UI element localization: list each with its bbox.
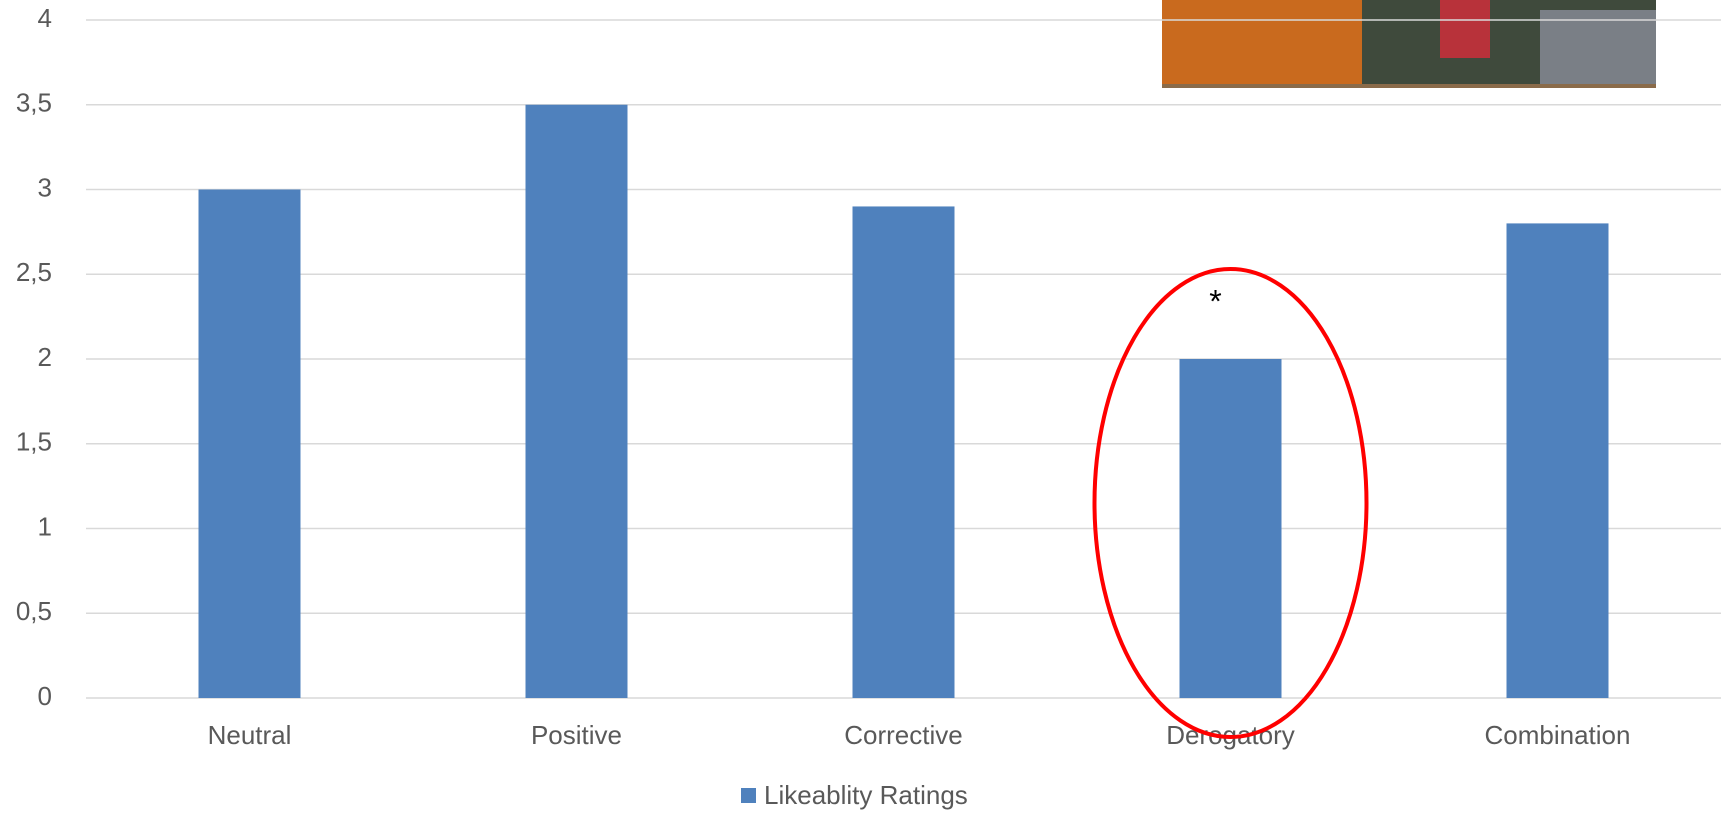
photo: [1162, 0, 1656, 88]
y-tick-label: 0,5: [16, 596, 52, 626]
bar: [852, 206, 955, 698]
y-tick-label: 3,5: [16, 88, 52, 118]
y-tick-label: 3: [38, 172, 52, 202]
bar: [525, 104, 628, 698]
x-tick-label: Corrective: [844, 720, 962, 750]
annotation: *: [1209, 283, 1221, 319]
y-tick-label: 4: [38, 3, 52, 33]
legend-swatch: [741, 788, 756, 803]
y-tick-label: 2,5: [16, 257, 52, 287]
y-tick-label: 0: [38, 681, 52, 711]
y-tick-label: 1,5: [16, 427, 52, 457]
y-tick-label: 1: [38, 511, 52, 541]
bar: [1179, 359, 1282, 698]
x-tick-label: Positive: [531, 720, 622, 750]
bar: [1506, 223, 1609, 698]
x-tick-label: Neutral: [208, 720, 292, 750]
y-tick-label: 2: [38, 342, 52, 372]
legend-label: Likeablity Ratings: [764, 780, 968, 810]
bar: [198, 189, 301, 698]
highlight-ellipse: [1092, 267, 1369, 739]
x-tick-label: Combination: [1485, 720, 1631, 750]
